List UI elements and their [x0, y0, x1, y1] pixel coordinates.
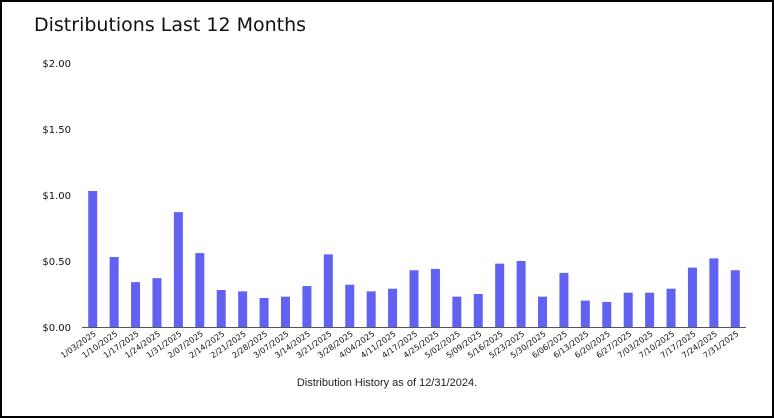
bar	[709, 258, 719, 327]
bar	[602, 301, 612, 327]
bar	[495, 263, 505, 327]
bar	[259, 297, 269, 327]
chart-footnote: Distribution History as of 12/31/2024.	[296, 377, 478, 389]
y-tick-label: $0.00	[42, 323, 71, 334]
bar	[730, 270, 740, 327]
bar	[323, 254, 333, 327]
chart-title: Distributions Last 12 Months	[34, 14, 307, 36]
bar	[131, 282, 141, 327]
bar	[452, 296, 462, 327]
y-tick-label: $0.50	[42, 257, 71, 268]
bar	[666, 288, 676, 327]
bar	[388, 288, 398, 327]
bar	[580, 300, 590, 327]
bar	[623, 292, 633, 327]
bar	[216, 290, 226, 327]
bar	[238, 291, 248, 327]
bar	[430, 268, 440, 327]
bar	[280, 296, 290, 327]
bar	[366, 291, 376, 327]
y-tick-label: $1.50	[42, 125, 71, 136]
bar	[559, 272, 569, 327]
bar	[516, 261, 526, 327]
bar	[645, 292, 655, 327]
bar	[152, 278, 162, 327]
bar	[195, 253, 205, 327]
bar	[88, 191, 98, 327]
bar	[687, 267, 697, 327]
bar	[409, 270, 419, 327]
y-tick-label: $2.00	[42, 59, 71, 70]
bar	[302, 286, 312, 327]
bar	[345, 284, 355, 327]
y-tick-label: $1.00	[42, 191, 71, 202]
bar	[173, 212, 183, 327]
bar	[473, 294, 483, 327]
bar	[538, 296, 548, 327]
bar	[109, 257, 119, 327]
